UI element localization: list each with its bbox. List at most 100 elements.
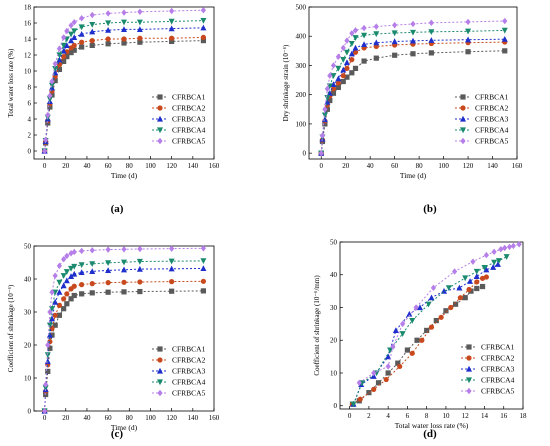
- data-point: [56, 312, 63, 318]
- data-point: [60, 273, 67, 279]
- data-point: [68, 31, 75, 38]
- data-point: [169, 38, 175, 44]
- x-tick-label: 4: [386, 412, 390, 420]
- y-axis-label: Coefficient of shrinkage (10⁻⁶): [7, 284, 15, 372]
- x-tick-label: 0: [348, 412, 352, 420]
- data-point: [371, 386, 377, 392]
- data-point: [445, 285, 452, 292]
- y-tick-label: 300: [296, 62, 307, 70]
- series-line: [353, 256, 507, 405]
- x-tick-label: 160: [209, 414, 220, 422]
- series-CFRBCA2: [349, 274, 489, 407]
- data-point: [71, 248, 77, 256]
- legend-label: CFRBCA2: [481, 354, 515, 363]
- y-tick-label: 0: [28, 148, 32, 156]
- data-point: [348, 40, 355, 47]
- data-point: [466, 286, 472, 293]
- data-point: [105, 27, 112, 33]
- data-point: [56, 66, 63, 72]
- legend-marker: [157, 105, 163, 111]
- y-tick-label: 100: [296, 120, 307, 128]
- chart-panel-b: 0 20 40 60 80 100 120 140 160 0 100 200 300 400 500 Tim…: [282, 4, 523, 216]
- data-point: [340, 66, 347, 73]
- legend-label: CFRBCA3: [172, 115, 206, 124]
- data-point: [79, 247, 85, 255]
- data-point: [56, 289, 63, 295]
- data-point: [52, 66, 59, 72]
- legend-label: CFRBCA2: [172, 356, 206, 365]
- data-point: [52, 312, 58, 318]
- data-point: [473, 273, 480, 279]
- data-point: [64, 301, 70, 307]
- legend-marker: [157, 94, 163, 100]
- legend-marker: [460, 115, 466, 122]
- data-point: [430, 284, 437, 292]
- data-point: [326, 90, 333, 96]
- data-point: [330, 90, 337, 96]
- data-point: [516, 241, 522, 248]
- legend: CFRBCA1 CFRBCA2 CFRBCA3 CFRBCA4 CFRBCA5: [152, 93, 206, 146]
- data-point: [410, 37, 416, 44]
- data-point: [64, 291, 70, 297]
- data-point: [344, 74, 350, 80]
- data-point: [324, 95, 331, 101]
- chart-panel-a: 0 20 40 60 80 100 120 140 160 0 2 4 6 8 10 12 14 16 18 Time…: [7, 4, 220, 216]
- x-axis-label: Total water loss rate (%): [395, 421, 469, 430]
- series-line: [44, 9, 204, 152]
- panel-label: (b): [423, 203, 437, 215]
- data-point: [428, 29, 435, 36]
- data-point: [61, 34, 67, 41]
- data-point: [52, 78, 58, 84]
- data-point: [392, 52, 398, 58]
- data-point: [89, 290, 95, 296]
- data-point: [56, 52, 63, 59]
- data-point: [457, 295, 463, 301]
- data-point: [448, 304, 454, 311]
- data-point: [391, 30, 398, 37]
- data-point: [335, 53, 341, 60]
- y-tick-label: 40: [24, 276, 32, 284]
- y-axis-label: Coefficient of shrinkage (10⁻⁶/mm): [313, 275, 321, 376]
- y-tick-label: 20: [330, 337, 338, 345]
- data-point: [462, 275, 469, 282]
- data-point: [64, 27, 70, 35]
- data-point: [61, 54, 67, 60]
- data-point: [42, 385, 49, 392]
- x-tick-label: 60: [105, 414, 113, 422]
- y-tick-label: 10: [24, 68, 32, 76]
- x-tick-label: 140: [188, 414, 199, 422]
- legend-label: CFRBCA4: [481, 376, 515, 385]
- data-point: [168, 265, 175, 272]
- data-point: [78, 24, 85, 31]
- legend-label: CFRBCA2: [172, 104, 206, 113]
- x-tick-label: 120: [166, 414, 177, 422]
- data-point: [433, 317, 439, 324]
- data-point: [45, 341, 51, 349]
- data-point: [169, 279, 175, 285]
- data-point: [340, 44, 346, 52]
- chart-panel-c: 0 20 40 60 80 100 120 140 160 0 10 20 30 40 50 Time (d)…: [7, 243, 220, 441]
- data-point: [137, 288, 143, 295]
- legend: CFRBCA1 CFRBCA2 CFRBCA3 CFRBCA4 CFRBCA5: [461, 343, 515, 396]
- legend-label: CFRBCA3: [475, 115, 509, 124]
- data-point: [200, 18, 207, 24]
- x-tick-label: 20: [62, 162, 70, 170]
- data-point: [200, 278, 207, 284]
- y-tick-label: 30: [330, 304, 338, 312]
- y-tick-label: 16: [24, 20, 32, 28]
- data-point: [502, 244, 508, 252]
- data-point: [137, 35, 143, 41]
- data-point: [64, 252, 70, 260]
- x-tick-label: 18: [520, 412, 528, 420]
- data-point: [470, 258, 476, 265]
- data-point: [200, 288, 207, 294]
- legend-label: CFRBCA1: [481, 343, 515, 352]
- data-point: [344, 37, 350, 44]
- y-tick-label: 40: [330, 271, 338, 279]
- data-point: [502, 17, 508, 25]
- legend-label: CFRBCA5: [172, 389, 206, 398]
- y-tick-label: 6: [28, 100, 32, 108]
- legend-label: CFRBCA5: [481, 387, 515, 396]
- data-point: [502, 48, 508, 54]
